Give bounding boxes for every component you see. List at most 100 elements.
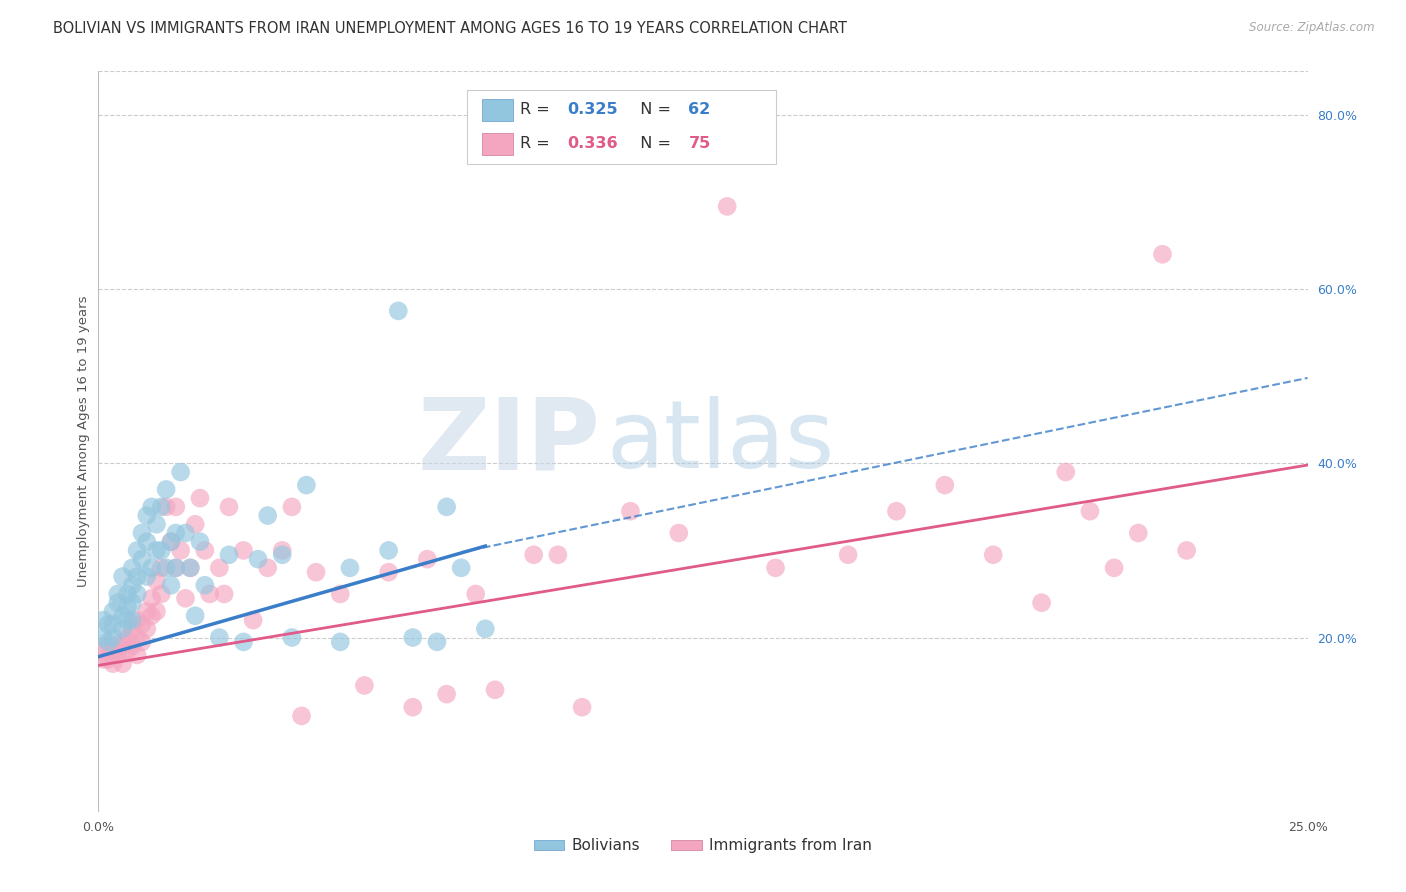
Point xyxy=(101,657,124,671)
Point xyxy=(305,565,328,579)
Point xyxy=(387,304,409,318)
Point xyxy=(117,631,139,645)
Point xyxy=(179,561,201,575)
Point xyxy=(208,561,231,575)
Point xyxy=(131,552,153,566)
Point xyxy=(402,631,425,645)
Text: 0.325: 0.325 xyxy=(568,102,619,117)
Point xyxy=(97,639,120,653)
Point xyxy=(179,561,201,575)
Point xyxy=(353,678,375,692)
Point xyxy=(127,543,149,558)
Point xyxy=(484,682,506,697)
Point xyxy=(165,500,187,514)
Point xyxy=(145,543,167,558)
Point xyxy=(121,561,143,575)
Point xyxy=(127,648,149,662)
Point xyxy=(107,596,129,610)
FancyBboxPatch shape xyxy=(467,90,776,164)
Point xyxy=(121,613,143,627)
Point xyxy=(837,548,859,562)
Point xyxy=(121,622,143,636)
Point xyxy=(416,552,439,566)
Legend: Bolivians, Immigrants from Iran: Bolivians, Immigrants from Iran xyxy=(527,832,879,860)
Point xyxy=(1175,543,1198,558)
Point xyxy=(111,608,134,623)
Point xyxy=(117,587,139,601)
Point xyxy=(247,552,270,566)
Point xyxy=(121,639,143,653)
Point xyxy=(329,587,352,601)
Point xyxy=(131,526,153,541)
Point xyxy=(141,591,163,606)
Point xyxy=(160,534,183,549)
Point xyxy=(242,613,264,627)
Point xyxy=(716,199,738,213)
Point xyxy=(464,587,486,601)
Point xyxy=(135,534,157,549)
Point xyxy=(121,578,143,592)
Text: 62: 62 xyxy=(689,102,711,117)
Point xyxy=(571,700,593,714)
Point xyxy=(155,500,177,514)
Point xyxy=(131,617,153,632)
Point xyxy=(886,504,908,518)
Text: R =: R = xyxy=(520,136,555,151)
Point xyxy=(450,561,472,575)
Point xyxy=(184,608,207,623)
Point xyxy=(169,543,191,558)
FancyBboxPatch shape xyxy=(482,133,513,155)
Point xyxy=(198,587,221,601)
Point xyxy=(256,508,278,523)
Point xyxy=(194,543,217,558)
Point xyxy=(523,548,546,562)
Point xyxy=(188,534,211,549)
Point xyxy=(160,534,183,549)
Point xyxy=(169,465,191,479)
Point xyxy=(150,500,173,514)
Point xyxy=(127,569,149,583)
Point xyxy=(145,574,167,588)
Point xyxy=(150,543,173,558)
Point xyxy=(212,587,235,601)
Point xyxy=(765,561,787,575)
Point xyxy=(436,500,458,514)
Point xyxy=(165,561,187,575)
Point xyxy=(127,613,149,627)
Point xyxy=(218,548,240,562)
Point xyxy=(135,622,157,636)
Text: 75: 75 xyxy=(689,136,711,151)
Point xyxy=(127,631,149,645)
Point xyxy=(619,504,641,518)
Point xyxy=(107,648,129,662)
Point xyxy=(474,622,496,636)
Point xyxy=(194,578,217,592)
Point xyxy=(1128,526,1150,541)
Point xyxy=(208,631,231,645)
Point xyxy=(256,561,278,575)
Point xyxy=(377,543,399,558)
Point xyxy=(1078,504,1101,518)
Point xyxy=(981,548,1004,562)
Text: Source: ZipAtlas.com: Source: ZipAtlas.com xyxy=(1250,21,1375,35)
FancyBboxPatch shape xyxy=(482,99,513,121)
Point xyxy=(111,635,134,649)
Point xyxy=(165,561,187,575)
Point xyxy=(117,613,139,627)
Point xyxy=(97,652,120,666)
Point xyxy=(329,635,352,649)
Point xyxy=(117,643,139,657)
Point xyxy=(145,604,167,618)
Point xyxy=(339,561,361,575)
Point xyxy=(91,613,114,627)
Point xyxy=(436,687,458,701)
Point xyxy=(150,587,173,601)
Point xyxy=(145,517,167,532)
Text: N =: N = xyxy=(630,102,676,117)
Point xyxy=(290,709,312,723)
Point xyxy=(165,526,187,541)
Text: N =: N = xyxy=(630,136,676,151)
Point xyxy=(547,548,569,562)
Point xyxy=(1152,247,1174,261)
Point xyxy=(174,591,197,606)
